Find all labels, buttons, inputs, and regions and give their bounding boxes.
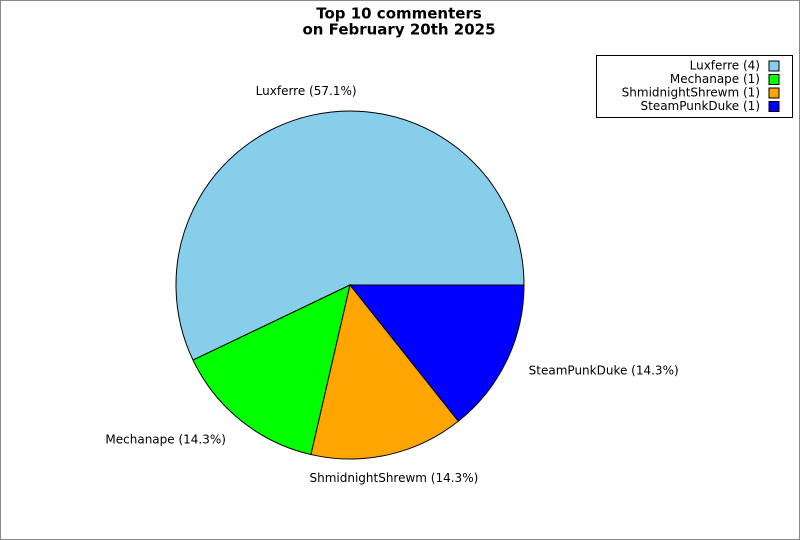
legend-box — [596, 55, 793, 118]
legend-label: ShmidnightShrewm (1) — [622, 86, 760, 100]
legend-swatch — [768, 87, 780, 99]
legend-swatch — [768, 60, 780, 72]
chart-title: Top 10 commenters — [316, 5, 482, 23]
pie-slice — [310, 283, 460, 460]
legend-swatch — [768, 74, 780, 85]
pie-slice — [192, 284, 351, 456]
pie-slice — [175, 110, 525, 361]
legend-swatch — [768, 101, 780, 112]
slice-label: Mechanape (14.3%) — [105, 432, 226, 446]
legend-label: Luxferre (4) — [690, 59, 760, 73]
chart-subtitle: on February 20th 2025 — [302, 21, 495, 39]
pie-slice — [348, 284, 525, 422]
slice-label: ShmidnightShrewm (14.3%) — [309, 471, 478, 485]
legend-label: SteamPunkDuke (1) — [641, 99, 761, 113]
slice-label: SteamPunkDuke (14.3%) — [529, 364, 679, 378]
legend-label: Mechanape (1) — [670, 72, 760, 86]
slice-label: Luxferre (57.1%) — [256, 84, 357, 98]
